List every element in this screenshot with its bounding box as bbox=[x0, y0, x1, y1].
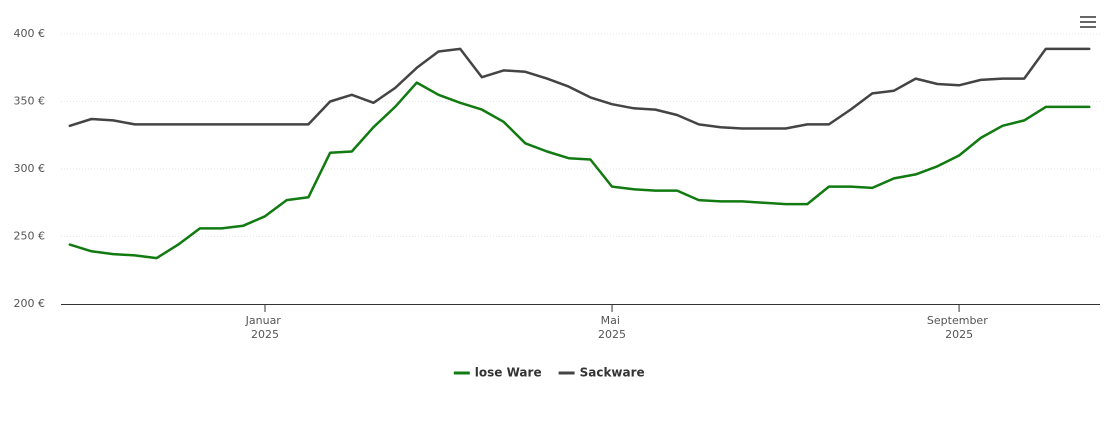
menu-icon[interactable] bbox=[1080, 16, 1096, 28]
y-tick-label: 200 € bbox=[14, 297, 46, 310]
y-tick-label: 350 € bbox=[14, 95, 46, 108]
x-tick-label: September 2025 bbox=[927, 314, 991, 341]
y-tick-label: 250 € bbox=[14, 230, 46, 243]
legend-item[interactable]: Sackware bbox=[558, 366, 645, 380]
series-line bbox=[68, 81, 1091, 260]
x-tick-label: Januar 2025 bbox=[245, 314, 285, 341]
series-line bbox=[68, 47, 1091, 130]
legend-label: lose Ware bbox=[475, 366, 542, 380]
x-tick-label: Mai 2025 bbox=[598, 314, 626, 341]
legend-item[interactable]: lose Ware bbox=[453, 366, 542, 380]
legend-label: Sackware bbox=[580, 366, 645, 380]
y-tick-label: 400 € bbox=[14, 27, 46, 40]
y-tick-label: 300 € bbox=[14, 162, 46, 175]
